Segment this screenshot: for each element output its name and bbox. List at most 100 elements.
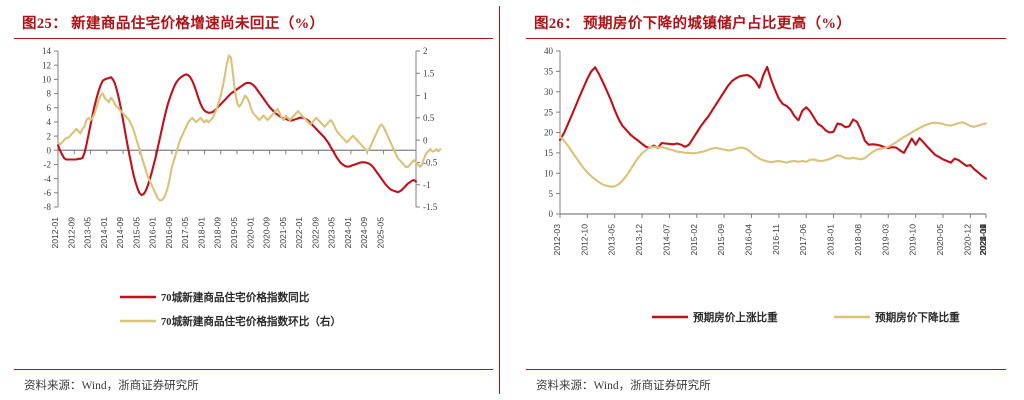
series-line-2 [558,121,988,188]
x-tick-label: 2021-05 [278,217,288,249]
x-tick-label: 2025-01 [978,224,988,256]
y-tick-label-right: 1.5 [423,68,435,78]
x-tick-label: 2022-02 [978,224,988,256]
y-tick-label-left: 2 [47,131,52,141]
x-axis-fig25: 2012-01 2012-09 2013-05 2014-01 2014-09 2015-… [50,149,416,249]
x-tick-label: 2016-04 [744,224,754,256]
x-tick-label: 2023-05 [327,217,337,249]
figure-title-fig25: 图25： 新建商品住宅价格增速尚未回正（%） [22,16,325,32]
series-line-1 [56,73,418,196]
x-tick-label: 2023-04 [978,224,988,256]
series-group-fig26 [558,65,988,188]
y-axis-left-fig26: 0 5 10 15 20 25 30 35 40 [544,46,561,219]
y-axis-right-fig25: -1.5 -1 -0.5 0 0.5 1 1.5 2 [415,46,438,212]
legend-label: 预期房价下降比重 [875,311,960,324]
legend-label: 70城新建商品住宅价格指数同比 [161,291,310,304]
x-tick-label: 2017-05 [180,217,190,249]
y-tick-label-left: 40 [544,46,554,56]
x-tick-label: 2024-01 [343,217,353,249]
legend-fig26: 预期房价上涨比重 预期房价下降比重 [652,311,960,324]
y-tick-label-left: -2 [44,160,52,170]
x-axis-fig26: 2012-03 2012-10 2013-05 2013-12 2014-07 2015-… [552,213,988,256]
x-tick-label: 2024-06 [978,224,988,256]
source-note-fig25: 资料来源：Wind，浙商证券研究所 [24,380,199,392]
y-tick-label-left: -8 [44,202,52,212]
source-note-fig26: 资料来源：Wind，浙商证券研究所 [536,380,711,392]
y-tick-label-right: 2 [423,46,428,56]
x-tick-label: 2015-02 [689,224,699,256]
x-tick-label: 2021-07 [978,224,988,256]
y-tick-label-left: 6 [47,103,52,113]
figure-panel-fig25: 图25： 新建商品住宅价格增速尚未回正（%） -8 -6 -4 -2 0 2 4 6 8 10 12… [12,6,500,394]
x-tick-label: 2019-10 [908,224,918,256]
x-tick-label: 2022-01 [294,217,304,249]
chart-fig25: -8 -6 -4 -2 0 2 4 6 8 10 12 14 -1.5 -1 -0.5 0 0.5 1 1.5 2 … [12,39,499,369]
chart-fig26: 0 5 10 15 20 25 30 35 40 2012-03 2012-10 2013-05 20… [524,39,1012,369]
x-tick-label: 2012-03 [552,224,562,256]
x-tick-label: 2012-10 [579,224,589,256]
y-tick-label-left: 30 [544,87,554,97]
x-tick-label: 2018-09 [213,217,223,249]
y-tick-label-right: -0.5 [423,158,438,168]
title-divider-fig26 [526,38,1006,39]
x-tick-label: 2020-09 [262,217,272,249]
series-line-2 [56,54,442,202]
x-tick-label: 2014-07 [661,224,671,256]
legend-label: 预期房价上涨比重 [693,311,778,324]
x-tick-label: 2020-05 [935,224,945,256]
x-tick-label: 2016-01 [148,217,158,249]
y-tick-label-left: 15 [544,148,554,158]
y-axis-left-fig25: -8 -6 -4 -2 0 2 4 6 8 10 12 14 [42,46,59,212]
x-tick-label: 2023-11 [978,224,988,255]
x-tick-label: 2019-03 [880,224,890,256]
y-tick-label-left: -4 [44,174,52,184]
figure-panel-fig26: 图26： 预期房价下降的城镇储户占比更高（%） 0 5 10 15 20 25 30 35 40… [512,0,1024,400]
y-tick-label-left: 10 [42,75,52,85]
y-tick-label-left: 25 [544,107,554,117]
y-tick-label-left: 8 [47,89,52,99]
source-divider-fig25 [14,369,493,370]
x-tick-label: 2022-09 [978,224,988,256]
title-divider-fig25 [14,38,493,39]
x-tick-label: 2022-09 [310,217,320,249]
x-tick-label: 2017-06 [798,224,808,256]
series-group-fig25 [56,54,442,202]
x-tick-label: 2013-05 [83,217,93,249]
y-tick-label-right: 1 [423,91,428,101]
y-tick-label-left: 5 [549,189,554,199]
x-tick-label: 2018-08 [853,224,863,256]
y-tick-label-left: 0 [47,145,52,155]
x-tick-label: 2014-01 [99,217,109,249]
legend-fig25: 70城新建商品住宅价格指数同比 70城新建商品住宅价格指数环比（右） [120,291,341,328]
y-tick-label-left: -6 [44,188,52,198]
x-tick-label: 2018-01 [826,224,836,256]
y-tick-label-left: 14 [42,46,52,56]
x-tick-label: 2019-05 [229,217,239,249]
x-tick-label: 2014-09 [115,217,125,249]
y-tick-label-left: 4 [47,117,52,127]
y-tick-label-left: 12 [42,60,51,70]
figure-title-fig26: 图26： 预期房价下降的城镇储户占比更高（%） [534,16,852,32]
source-divider-fig26 [526,369,1006,370]
x-tick-label: 2015-09 [716,224,726,256]
y-tick-label-left: 20 [544,128,554,138]
x-tick-label: 2020-12 [962,224,972,256]
x-tick-label: 2013-12 [634,224,644,256]
x-tick-label: 2018-01 [197,217,207,249]
y-tick-label-right: -1 [423,180,431,190]
x-tick-label: 2015-05 [131,217,141,249]
y-tick-label-right: 0.5 [423,113,435,123]
x-tick-label: 2025-05 [376,217,386,249]
legend-label: 70城新建商品住宅价格指数环比（右） [161,315,341,328]
x-tick-label: 2012-09 [66,217,76,249]
y-tick-label-left: 10 [544,168,554,178]
y-tick-label-right: 0 [423,135,428,145]
y-tick-label-left: 0 [549,209,554,219]
x-tick-label: 2016-11 [771,224,781,255]
series-line-1 [558,65,988,180]
x-tick-label: 2012-01 [50,217,60,249]
x-tick-label: 2013-05 [607,224,617,256]
x-tick-label: 2024-09 [359,217,369,249]
